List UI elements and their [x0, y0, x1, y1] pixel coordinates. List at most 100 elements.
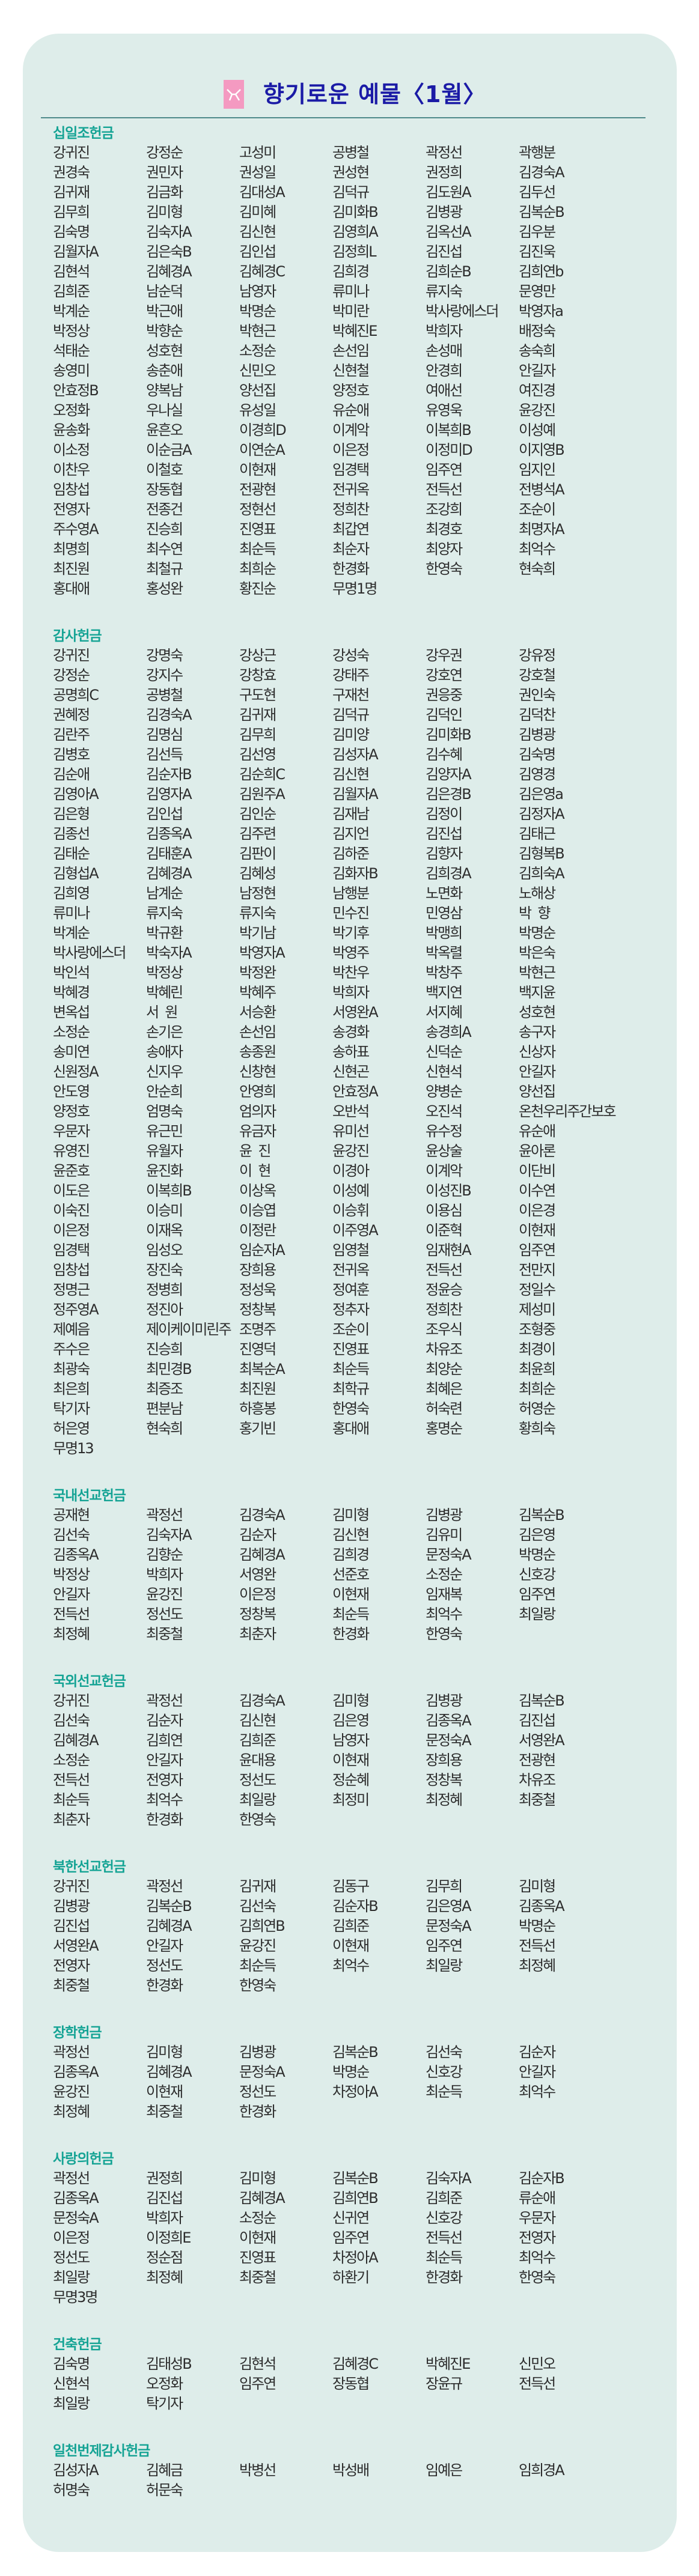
donor-name: 온천우리주간보호 — [519, 1103, 617, 1120]
donor-name: 안순희 — [146, 1083, 183, 1100]
donor-name: 정병희 — [146, 1281, 183, 1298]
donor-name: 김종옥A — [53, 2064, 99, 2080]
donor-name: 김란주 — [53, 726, 90, 743]
donor-name: 정희찬 — [426, 1301, 463, 1318]
donor-name: 전득선 — [426, 481, 463, 498]
donor-name: 문영만 — [519, 283, 556, 300]
donor-name: 이승미 — [146, 1202, 183, 1219]
donor-name: 한영숙 — [519, 2269, 556, 2286]
donor-name: 최중철 — [519, 1791, 556, 1808]
donor-name: 김수혜 — [426, 746, 463, 763]
donor-name: 김순애 — [53, 766, 90, 783]
donor-name: 박은숙 — [519, 944, 556, 961]
donor-name: 윤강진 — [332, 1143, 370, 1159]
donor-name: 김현석 — [239, 2356, 276, 2372]
donor-name: 제이케이미린주 — [146, 1321, 232, 1338]
donor-name: 정창복 — [239, 1606, 276, 1623]
donor-name: 윤송화 — [53, 422, 90, 439]
donor-name: 여진경 — [519, 382, 556, 399]
donor-name: 김월자A — [53, 243, 99, 260]
donor-name: 이 현 — [239, 1162, 271, 1179]
donor-name: 신현석 — [53, 2375, 90, 2392]
donor-name: 문정숙A — [426, 1546, 472, 1563]
donor-name: 유성일 — [239, 402, 276, 419]
donor-name: 최억수 — [519, 541, 556, 557]
donor-name: 김미형 — [146, 204, 183, 220]
donor-name: 박희자 — [146, 1566, 183, 1583]
donor-name: 이순금A — [146, 442, 192, 458]
donor-name: 김희준 — [239, 1732, 276, 1749]
donor-name-list: 곽정선 권정희 김미형 김복순B 김숙자A 김순자B 김종옥A 김진섭 김혜경A 김희연B 김희준 류… — [53, 2169, 660, 2307]
donor-name: 신덕순 — [426, 1043, 463, 1060]
donor-name: 김정자A — [519, 806, 565, 822]
donor-name: 신민오 — [239, 362, 276, 379]
donor-name: 강귀진 — [53, 647, 90, 664]
donor-name-list: 김숙명 김태성B 김현석 김혜경C 박혜진E 신민오 신현석 오정화 임주연 장동협 장윤규 전득선 최… — [53, 2354, 660, 2414]
donor-name: 김병광 — [53, 1898, 90, 1915]
donor-name: 최복순A — [239, 1361, 285, 1378]
donor-name: 정선도 — [53, 2249, 90, 2266]
donor-name: 서지혜 — [426, 1004, 463, 1021]
donor-name: 김선영 — [239, 746, 276, 763]
donor-name: 박계순 — [53, 303, 90, 320]
donor-name: 김희연B — [239, 1918, 285, 1934]
section-title: 장학헌금 — [53, 2025, 102, 2041]
donor-name: 김희경 — [332, 263, 370, 280]
donor-name: 최민경B — [146, 1361, 192, 1378]
donor-name: 안도영 — [53, 1083, 90, 1100]
donor-name: 전광현 — [519, 1752, 556, 1769]
donor-name: 송경화 — [332, 1024, 370, 1040]
donor-name: 이상옥 — [239, 1182, 276, 1199]
donor-name: 양복남 — [146, 382, 183, 399]
donor-name: 이은정 — [332, 442, 370, 458]
donor-name: 서영완A — [332, 1004, 379, 1021]
donor-name: 현숙희 — [146, 1420, 183, 1437]
donor-name: 김종옥A — [426, 1712, 472, 1729]
divider — [41, 117, 646, 118]
donor-name: 윤강진 — [53, 2083, 90, 2100]
donor-name: 유근민 — [146, 1123, 183, 1140]
donor-name: 박희자 — [332, 984, 370, 1001]
donor-name: 전영자 — [53, 1957, 90, 1974]
donor-name: 한경화 — [146, 1977, 183, 1994]
donor-name: 정선도 — [239, 1772, 276, 1788]
donor-name: 전득선 — [53, 1772, 90, 1788]
donor-name: 이연순A — [239, 442, 285, 458]
donor-name: 김미화B — [332, 204, 379, 220]
donor-name: 진승희 — [146, 1341, 183, 1358]
donor-name: 임성오 — [146, 1242, 183, 1259]
donor-name: 홍성완 — [146, 580, 183, 597]
donor-name: 박정상 — [146, 964, 183, 981]
donor-name: 공명희C — [53, 687, 99, 703]
donor-name: 정창복 — [239, 1301, 276, 1318]
donor-name: 김종옥A — [519, 1898, 565, 1915]
donor-name: 탁기자 — [53, 1400, 90, 1417]
donor-name: 신창현 — [239, 1063, 276, 1080]
donor-name: 안경희 — [426, 362, 463, 379]
donor-name: 홍대애 — [332, 1420, 370, 1437]
donor-name: 김순자 — [519, 2044, 556, 2061]
donor-name: 석태순 — [53, 342, 90, 359]
donor-name: 홍대애 — [53, 580, 90, 597]
donor-name: 송영미 — [53, 362, 90, 379]
donor-name: 박성배 — [332, 2462, 370, 2479]
donor-name: 진승희 — [146, 521, 183, 538]
donor-name: 양선집 — [239, 382, 276, 399]
donor-name: 오정화 — [146, 2375, 183, 2392]
donor-name: 조형중 — [519, 1321, 556, 1338]
donor-name: 제성미 — [519, 1301, 556, 1318]
donor-name: 윤흔오 — [146, 422, 183, 439]
donor-name: 김선숙 — [53, 1526, 90, 1543]
donor-name: 박영자A — [239, 944, 285, 961]
donor-name: 전영자 — [519, 2229, 556, 2246]
donor-name: 백지연 — [426, 984, 463, 1001]
donor-name: 권응중 — [426, 687, 463, 703]
donor-name: 김은형 — [53, 806, 90, 822]
donor-name: 소정순 — [53, 1024, 90, 1040]
donor-name: 김영희A — [332, 223, 379, 240]
donor-name: 김병광 — [426, 1692, 463, 1709]
donor-name: 윤아론 — [519, 1143, 556, 1159]
donor-name: 박사랑에스더 — [53, 944, 126, 961]
donor-name: 한경화 — [426, 2269, 463, 2286]
donor-name: 한영숙 — [426, 560, 463, 577]
